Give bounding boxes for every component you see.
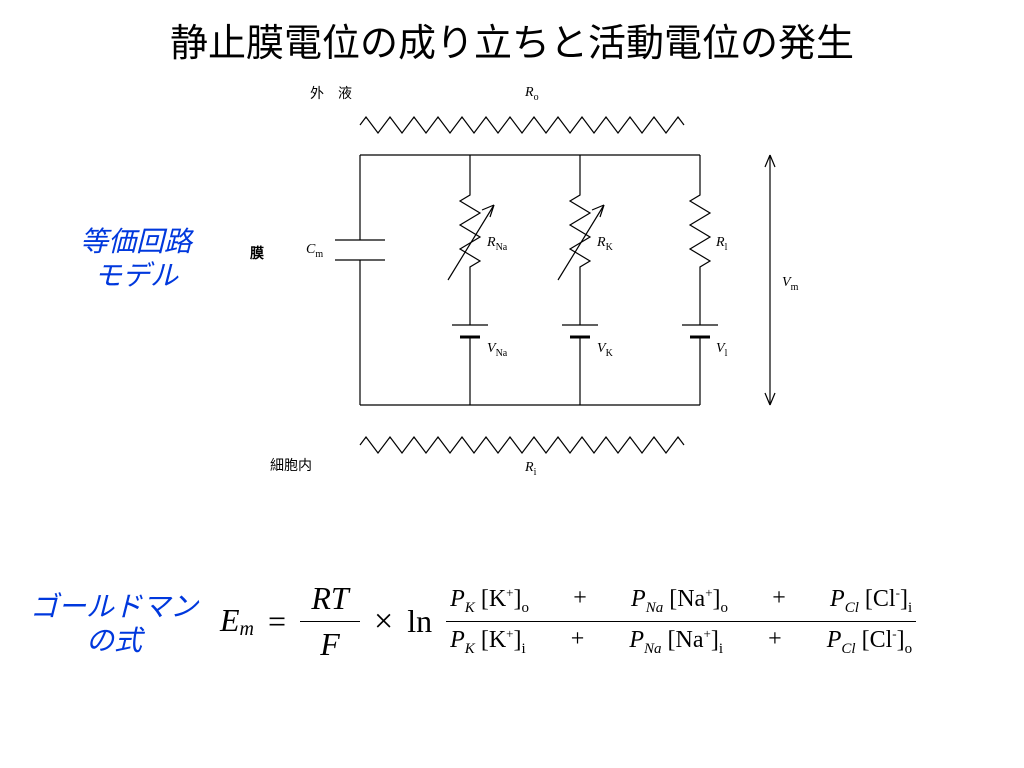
den-plus-1: +: [571, 626, 585, 658]
label-intracellular: 細胞内: [270, 455, 312, 475]
circuit-svg: [280, 85, 840, 485]
goldman-label-line2: の式: [30, 624, 198, 658]
ro-sub: o: [534, 92, 539, 103]
equivalent-circuit-label-line1: 等価回路: [80, 225, 192, 259]
vm-var: V: [782, 275, 791, 290]
num-term-cl: PCl [Cl-]i: [830, 585, 912, 617]
label-vk: VK: [597, 341, 613, 359]
label-rl: Rl: [716, 235, 727, 253]
ri-sub: i: [534, 467, 537, 478]
equivalent-circuit-label: 等価回路 モデル: [80, 225, 192, 292]
goldman-equation: Em = RT F × ln PK [K+]o + PNa [Na+]o +: [220, 580, 990, 690]
den-term-k: PK [K+]i: [450, 626, 526, 658]
cm-var: C: [306, 242, 315, 257]
page-title: 静止膜電位の成り立ちと活動電位の発生: [0, 12, 1024, 67]
label-outside-fluid: 外 液: [310, 83, 352, 103]
vl-var: V: [716, 341, 725, 356]
rk-var: R: [597, 235, 606, 250]
goldman-label-line1: ゴールドマン: [30, 590, 198, 624]
label-ri: Ri: [525, 460, 536, 478]
den-term-na: PNa [Na+]i: [629, 626, 723, 658]
label-membrane: 膜: [250, 243, 264, 263]
label-vl: Vl: [716, 341, 727, 359]
equivalent-circuit-label-line2: モデル: [80, 259, 192, 293]
den-plus-2: +: [768, 626, 782, 658]
eq-ln: ln: [407, 603, 432, 640]
num-term-k: PK [K+]o: [450, 585, 529, 617]
num-plus-1: +: [573, 585, 587, 617]
eq-em: Em: [220, 602, 254, 641]
label-ro: Ro: [525, 85, 539, 103]
label-vna: VNa: [487, 341, 507, 359]
vna-sub: Na: [496, 348, 508, 359]
vk-var: V: [597, 341, 606, 356]
label-cm: Cm: [306, 242, 323, 260]
ro-var: R: [525, 85, 534, 100]
rna-sub: Na: [496, 242, 508, 253]
cm-sub: m: [315, 249, 323, 260]
ri-var: R: [525, 460, 534, 475]
num-plus-2: +: [772, 585, 786, 617]
em-var: E: [220, 602, 240, 638]
vk-sub: K: [606, 348, 613, 359]
label-vm: Vm: [782, 275, 798, 293]
vl-sub: l: [725, 348, 728, 359]
f-text: F: [300, 626, 360, 663]
eq-times: ×: [374, 603, 393, 641]
label-rk: RK: [597, 235, 613, 253]
rt-over-f: RT F: [300, 580, 360, 663]
vna-var: V: [487, 341, 496, 356]
goldman-equation-label: ゴールドマン の式: [30, 590, 198, 657]
rk-sub: K: [606, 242, 613, 253]
label-rna: RNa: [487, 235, 507, 253]
rt-text: RT: [300, 580, 360, 617]
rna-var: R: [487, 235, 496, 250]
equivalent-circuit-diagram: 外 液 膜 細胞内 Ro Ri Cm RNa RK Rl VNa VK Vl V…: [280, 85, 840, 485]
num-term-na: PNa [Na+]o: [631, 585, 728, 617]
den-term-cl: PCl [Cl-]o: [827, 626, 912, 658]
em-sub: m: [240, 618, 254, 640]
vm-sub: m: [791, 282, 799, 293]
eq-equals: =: [268, 603, 286, 640]
ion-fraction: PK [K+]o + PNa [Na+]o + PCl [Cl-]i PK: [446, 585, 916, 658]
rl-sub: l: [725, 242, 728, 253]
rl-var: R: [716, 235, 725, 250]
